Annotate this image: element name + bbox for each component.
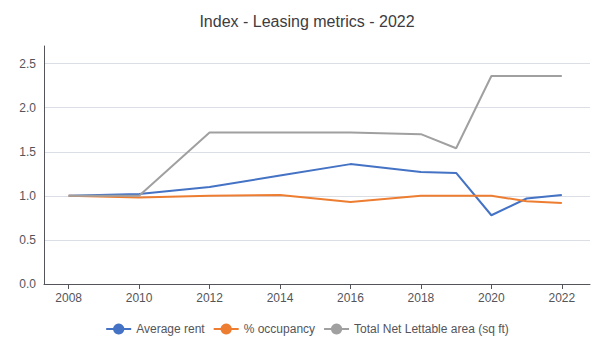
svg-text:0.0: 0.0 xyxy=(19,277,36,291)
svg-text:1.5: 1.5 xyxy=(19,145,36,159)
svg-text:2.0: 2.0 xyxy=(19,101,36,115)
svg-text:% occupancy: % occupancy xyxy=(244,322,315,336)
svg-text:Average rent: Average rent xyxy=(136,322,205,336)
svg-text:2012: 2012 xyxy=(196,291,223,305)
svg-text:2008: 2008 xyxy=(55,291,82,305)
svg-text:2020: 2020 xyxy=(478,291,505,305)
svg-text:2.5: 2.5 xyxy=(19,57,36,71)
svg-text:1.0: 1.0 xyxy=(19,189,36,203)
svg-text:2022: 2022 xyxy=(548,291,575,305)
svg-text:2018: 2018 xyxy=(408,291,435,305)
svg-text:Total Net Lettable area (sq ft: Total Net Lettable area (sq ft) xyxy=(354,322,509,336)
svg-text:Index - Leasing metrics - 2022: Index - Leasing metrics - 2022 xyxy=(199,13,414,30)
svg-text:0.5: 0.5 xyxy=(19,233,36,247)
svg-text:2010: 2010 xyxy=(126,291,153,305)
svg-text:2016: 2016 xyxy=(337,291,364,305)
svg-text:2014: 2014 xyxy=(267,291,294,305)
